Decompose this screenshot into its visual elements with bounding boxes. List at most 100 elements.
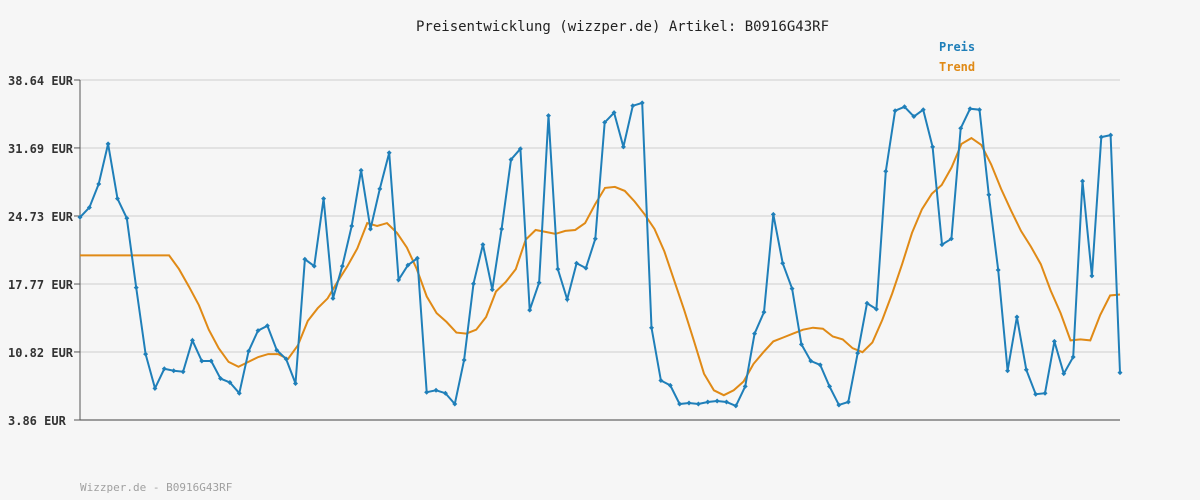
- data-point-preis: [686, 400, 692, 406]
- footer-credit: Wizzper.de - B0916G43RF: [80, 481, 233, 494]
- data-point-preis: [367, 226, 373, 232]
- data-point-preis: [189, 337, 195, 343]
- data-point-preis: [208, 358, 214, 364]
- data-point-preis: [723, 399, 729, 405]
- data-point-preis: [264, 323, 270, 329]
- data-point-preis: [658, 378, 664, 384]
- y-tick-label: 38.64 EUR: [8, 74, 74, 88]
- data-point-preis: [845, 399, 851, 405]
- data-point-preis: [808, 358, 814, 364]
- data-point-preis: [536, 280, 542, 286]
- data-point-preis: [1014, 314, 1020, 320]
- data-point-preis: [592, 236, 598, 242]
- data-point-preis: [143, 351, 149, 357]
- data-point-preis: [855, 350, 861, 356]
- data-point-preis: [1080, 178, 1086, 184]
- y-tick-label: 24.73 EUR: [8, 210, 74, 224]
- data-point-preis: [283, 356, 289, 362]
- data-point-preis: [255, 328, 261, 334]
- data-point-preis: [630, 103, 636, 109]
- data-point-preis: [321, 196, 327, 202]
- data-point-preis: [752, 331, 758, 337]
- y-tick-label: 10.82 EUR: [8, 346, 74, 360]
- data-point-preis: [920, 107, 926, 113]
- data-point-preis: [358, 167, 364, 173]
- data-point-preis: [620, 144, 626, 150]
- data-point-preis: [602, 119, 608, 125]
- legend-preis: Preis: [939, 40, 976, 54]
- series-line-trend: [80, 136, 1121, 397]
- data-point-preis: [480, 242, 486, 248]
- data-point-preis: [133, 285, 139, 291]
- data-point-preis: [396, 277, 402, 283]
- data-point-preis: [339, 263, 345, 269]
- data-point-preis: [180, 369, 186, 375]
- data-point-preis: [227, 379, 233, 385]
- data-point-preis: [405, 262, 411, 268]
- data-point-preis: [246, 348, 252, 354]
- data-point-preis: [798, 341, 804, 347]
- data-point-preis: [386, 150, 392, 156]
- data-point-preis: [864, 300, 870, 306]
- data-point-preis: [96, 181, 102, 187]
- data-point-preis: [1108, 132, 1114, 138]
- data-point-preis: [499, 226, 505, 232]
- data-point-preis: [555, 266, 561, 272]
- data-point-preis: [1033, 391, 1039, 397]
- data-point-preis: [471, 281, 477, 287]
- data-point-preis: [86, 204, 92, 210]
- data-point-preis: [611, 110, 617, 116]
- data-point-preis: [667, 382, 673, 388]
- data-point-preis: [574, 260, 580, 266]
- data-point-preis: [171, 368, 177, 374]
- data-point-preis: [292, 380, 298, 386]
- data-point-preis: [218, 376, 224, 382]
- legend-trend: Trend: [939, 60, 976, 74]
- data-point-preis: [911, 114, 917, 120]
- data-point-preis: [152, 385, 158, 391]
- data-point-preis: [442, 390, 448, 396]
- data-point-preis: [1051, 338, 1057, 344]
- data-point-preis: [489, 287, 495, 293]
- chart-title: Preisentwicklung (wizzper.de) Artikel: B…: [415, 19, 829, 35]
- data-point-preis: [1070, 354, 1076, 360]
- data-point-preis: [377, 186, 383, 192]
- data-point-preis: [424, 389, 430, 395]
- data-point-preis: [199, 358, 205, 364]
- data-point-preis: [902, 104, 908, 110]
- y-tick-label: 31.69 EUR: [8, 142, 74, 156]
- data-point-preis: [349, 223, 355, 229]
- data-point-preis: [883, 168, 889, 174]
- data-point-preis: [433, 387, 439, 393]
- data-point-preis: [761, 309, 767, 315]
- data-point-preis: [770, 211, 776, 217]
- data-point-preis: [836, 402, 842, 408]
- data-point-preis: [780, 260, 786, 266]
- data-point-preis: [274, 347, 280, 353]
- data-point-preis: [1117, 370, 1123, 376]
- data-point-preis: [892, 108, 898, 114]
- y-tick-label: 17.77 EUR: [8, 278, 74, 292]
- data-point-preis: [1061, 371, 1067, 377]
- data-point-preis: [583, 265, 589, 271]
- data-point-preis: [976, 107, 982, 113]
- data-point-preis: [649, 325, 655, 331]
- data-point-preis: [967, 106, 973, 112]
- data-point-preis: [817, 362, 823, 368]
- data-point-preis: [1098, 134, 1104, 140]
- data-point-preis: [939, 242, 945, 248]
- data-point-preis: [105, 141, 111, 147]
- data-point-preis: [948, 236, 954, 242]
- data-point-preis: [827, 383, 833, 389]
- data-point-preis: [527, 307, 533, 313]
- data-point-preis: [461, 357, 467, 363]
- data-point-preis: [302, 256, 308, 262]
- data-point-preis: [714, 398, 720, 404]
- data-point-preis: [517, 146, 523, 152]
- data-point-preis: [124, 215, 130, 221]
- data-point-preis: [873, 306, 879, 312]
- data-point-preis: [733, 403, 739, 409]
- data-point-preis: [1089, 273, 1095, 279]
- data-point-preis: [77, 214, 83, 220]
